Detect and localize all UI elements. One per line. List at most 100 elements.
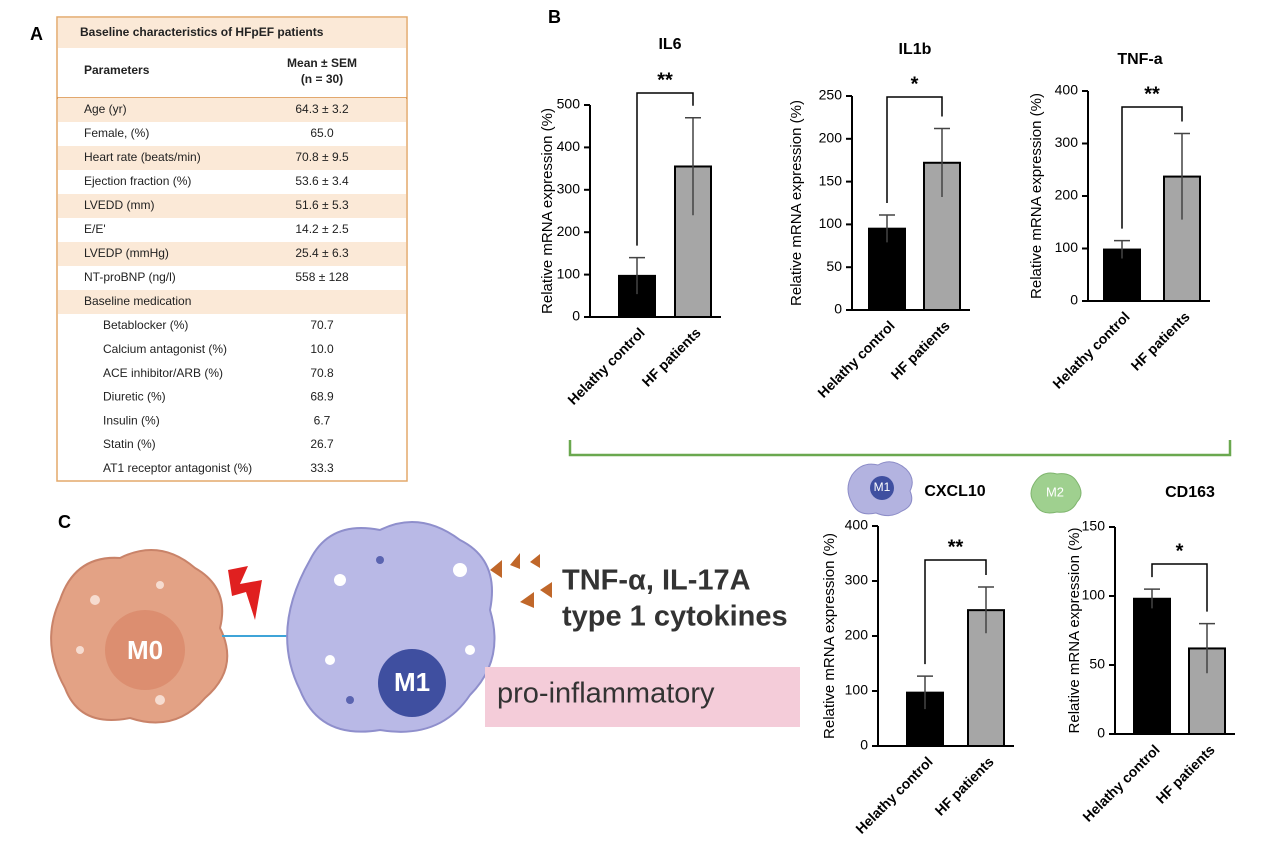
error-bar	[879, 214, 895, 243]
x-tick-label: HF patients	[1153, 741, 1218, 806]
y-tick-label: 400	[845, 517, 869, 533]
row-label: Heart rate (beats/min)	[84, 150, 201, 164]
m1-icon: M1	[847, 461, 913, 517]
table-title: Baseline characteristics of HFpEF patien…	[80, 25, 324, 39]
y-tick-label: 100	[1082, 587, 1106, 603]
row-label: E/E'	[84, 222, 106, 236]
y-tick-label: 200	[845, 627, 869, 643]
row-value: 10.0	[310, 342, 334, 356]
y-tick-label: 150	[1082, 518, 1106, 534]
y-tick-label: 0	[1070, 292, 1078, 308]
x-tick-label: Helathy control	[1049, 308, 1132, 391]
y-axis-label: Relative mRNA expression (%)	[821, 533, 838, 739]
table: Baseline characteristics of HFpEF patien…	[56, 16, 408, 482]
row-label: LVEDD (mm)	[84, 198, 154, 212]
chart-title: CXCL10	[924, 483, 985, 500]
row-value: 64.3 ± 3.2	[295, 102, 349, 116]
row-label: Betablocker (%)	[103, 318, 188, 332]
chart-title: CD163	[1165, 484, 1215, 501]
significance: *	[1176, 540, 1184, 562]
significance-bracket	[636, 92, 694, 246]
y-tick-label: 100	[845, 682, 869, 698]
lightning	[228, 566, 262, 620]
y-tick-label: 0	[572, 308, 580, 324]
row-value: 70.7	[310, 318, 334, 332]
y-tick-label: 200	[819, 130, 843, 146]
m1-nucleus	[378, 649, 446, 717]
significance: **	[657, 69, 673, 91]
x-tick-label: HF patients	[1128, 308, 1193, 373]
panel-label: A	[30, 24, 43, 44]
significance: **	[1144, 83, 1160, 105]
y-tick-label: 400	[557, 138, 581, 154]
row-label: ACE inhibitor/ARB (%)	[103, 366, 223, 380]
panel-label: C	[58, 512, 71, 532]
row-shade	[58, 194, 406, 218]
row-label: Female, (%)	[84, 126, 149, 140]
error-bar	[934, 127, 950, 198]
row-shade	[58, 98, 406, 122]
row-label: NT-proBNP (ng/l)	[84, 270, 176, 284]
label-box	[485, 667, 800, 727]
y-axis-label: Relative mRNA expression (%)	[1066, 528, 1083, 734]
chart-title: TNF-a	[1117, 51, 1162, 68]
significance: **	[948, 536, 964, 558]
y-tick-label: 300	[1055, 134, 1079, 150]
table-title-bg	[58, 18, 406, 48]
y-tick-label: 150	[819, 172, 843, 188]
m0-nucleus	[105, 610, 185, 690]
y-tick-label: 400	[1055, 82, 1079, 98]
row-label: Insulin (%)	[103, 413, 160, 427]
significance: *	[911, 73, 919, 95]
row-label: Age (yr)	[84, 102, 127, 116]
chart-title: IL1b	[899, 41, 932, 58]
m0-label: M0	[127, 635, 163, 665]
error-bar	[1174, 132, 1190, 220]
y-tick-label: 300	[557, 181, 581, 197]
x-tick-label: HF patients	[639, 324, 704, 389]
row-shade	[58, 290, 406, 314]
row-value: 70.8	[310, 366, 334, 380]
y-tick-label: 200	[1055, 187, 1079, 203]
significance-bracket	[886, 96, 943, 203]
row-value: 68.9	[310, 390, 334, 404]
table-header: Mean ± SEM	[287, 56, 357, 70]
row-value: 26.7	[310, 437, 334, 451]
row-value: 53.6 ± 3.4	[295, 174, 349, 188]
y-tick-label: 0	[860, 737, 868, 753]
x-tick-label: Helathy control	[1079, 741, 1162, 824]
row-shade	[58, 146, 406, 170]
y-tick-label: 50	[826, 258, 842, 274]
panel-label: B	[548, 7, 561, 27]
y-axis-label: Relative mRNA expression (%)	[539, 108, 556, 314]
row-value: 51.6 ± 5.3	[295, 198, 349, 212]
row-label: Calcium antagonist (%)	[103, 342, 227, 356]
y-tick-label: 200	[557, 223, 581, 239]
error-bar	[685, 116, 701, 216]
row-value: 25.4 ± 6.3	[295, 246, 349, 260]
row-value: 70.8 ± 9.5	[295, 150, 349, 164]
m1-label: M1	[394, 667, 430, 697]
section-label: Baseline medication	[84, 294, 191, 308]
y-tick-label: 0	[1097, 725, 1105, 741]
y-axis-label: Relative mRNA expression (%)	[1028, 93, 1045, 299]
error-bar	[1199, 622, 1215, 674]
error-bar	[1114, 239, 1130, 259]
y-tick-label: 300	[845, 572, 869, 588]
y-tick-label: 100	[819, 215, 843, 231]
diagram: M0 M1 TNF-α, IL-17A type 1 cytokines pro…	[50, 521, 800, 733]
x-tick-label: Helathy control	[852, 753, 935, 836]
significance-bracket	[924, 559, 987, 665]
y-tick-label: 250	[819, 87, 843, 103]
cytokine-text: type 1 cytokines	[562, 601, 788, 633]
table-header: (n = 30)	[301, 72, 343, 86]
icon-label: M2	[1046, 484, 1064, 499]
y-axis-label: Relative mRNA expression (%)	[788, 100, 805, 306]
row-label: Statin (%)	[103, 437, 156, 451]
y-tick-label: 0	[834, 301, 842, 317]
error-bar	[1144, 588, 1160, 609]
group-bracket	[568, 440, 1232, 457]
row-label: Diuretic (%)	[103, 390, 166, 404]
row-value: 558 ± 128	[295, 270, 349, 284]
